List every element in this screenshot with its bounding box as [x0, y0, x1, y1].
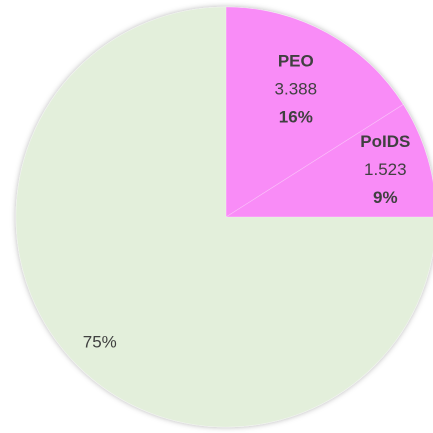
slice-name: PEO: [278, 52, 314, 71]
pie-slice: [225, 6, 404, 218]
slice-percent: 9%: [373, 188, 398, 207]
pie: [15, 6, 433, 428]
pie-slice: [224, 104, 433, 218]
slice-percent: 16%: [279, 108, 313, 127]
pie-slice: [15, 6, 433, 428]
slice-amount: 1.523: [364, 160, 407, 179]
slice-amount: 3.388: [275, 80, 318, 99]
slice-percent: 75%: [83, 333, 117, 352]
slice-name: PoIDS: [360, 132, 410, 151]
